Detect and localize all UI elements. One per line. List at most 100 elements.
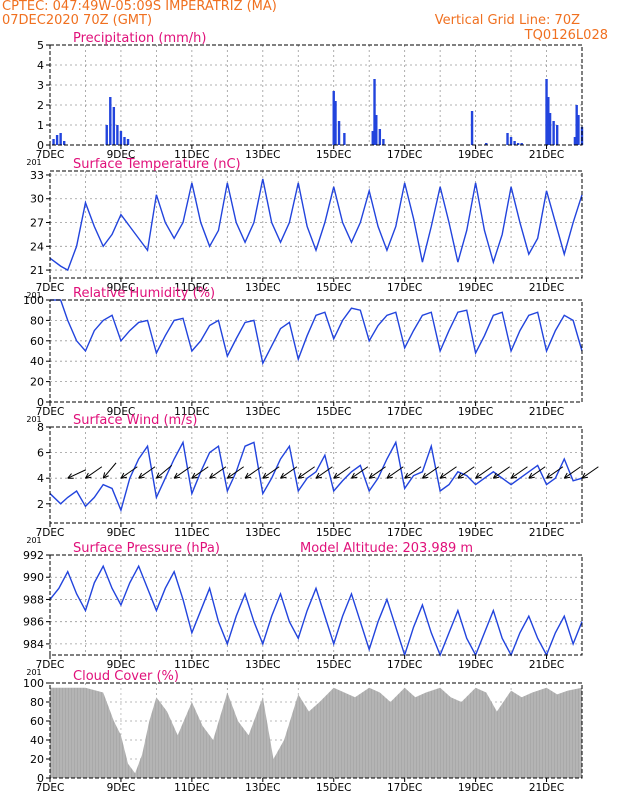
x-tick-label: 15DEC: [316, 149, 351, 161]
wind-arrow: [173, 466, 191, 479]
wind-arrow-head: [457, 472, 462, 479]
y-tick-label: 992: [23, 549, 44, 562]
x-tick-label: 17DEC: [387, 659, 422, 671]
x-tick-label: 21DEC: [529, 149, 564, 161]
panel-frame: [49, 426, 583, 524]
wind-arrow-head: [315, 476, 323, 479]
clipped-year-label: 201: [26, 668, 41, 677]
clipped-year-label: 201: [26, 536, 41, 545]
wind-arrow-head: [298, 476, 305, 479]
wind-arrow-head: [102, 472, 106, 479]
wind-arrow-head: [368, 472, 373, 479]
precip-bar: [105, 125, 108, 145]
wind-arrow-head: [457, 476, 464, 479]
x-tick-label: 11DEC: [174, 282, 209, 294]
y-tick-label: 0: [37, 139, 44, 152]
precip-bar: [378, 129, 382, 145]
wind-arrow: [404, 466, 422, 479]
y-tick-label: 100: [23, 294, 44, 307]
precip-bar: [382, 139, 385, 145]
wind-arrow: [546, 466, 564, 479]
x-tick-label: 17DEC: [387, 282, 422, 294]
wind-arrow-head: [351, 472, 355, 479]
panel-title: Surface Wind (m/s): [73, 413, 197, 428]
y-tick-label: 21: [30, 264, 44, 277]
precip-bar: [577, 115, 580, 145]
x-tick-label: 15DEC: [316, 782, 351, 794]
panel-frame: [49, 44, 583, 146]
wind-arrow-head: [475, 476, 482, 479]
wind-arrow-head: [528, 472, 533, 479]
y-tick-label: 24: [30, 240, 44, 253]
y-tick-label: 60: [30, 335, 44, 348]
x-tick-label: 21DEC: [529, 782, 564, 794]
wind-arrow: [457, 466, 475, 479]
y-tick-label: 27: [30, 217, 44, 230]
wind-arrow-head: [209, 472, 213, 479]
wind-arrow-head: [173, 472, 178, 479]
wind-arrow: [102, 462, 117, 479]
y-tick-label: 33: [30, 169, 44, 182]
run-time-header: 07DEC2020 70Z (GMT): [2, 13, 153, 28]
model-code-header: TQ0126L028: [524, 28, 608, 43]
wind-arrow-head: [138, 472, 143, 479]
wind-arrow: [227, 466, 245, 479]
wind-arrow-head: [120, 476, 127, 479]
panel-frame: [49, 170, 583, 279]
panel-frame: [49, 554, 583, 656]
wind-arrow-head: [404, 472, 409, 479]
x-tick-label: 15DEC: [316, 406, 351, 418]
precip-bar: [62, 141, 66, 145]
panel-title: Surface Temperature (nC): [73, 157, 241, 172]
precip-bar: [126, 139, 130, 145]
y-tick-label: 20: [30, 753, 44, 766]
wind-arrow-head: [227, 476, 234, 479]
wind-arrow: [156, 464, 173, 479]
y-tick-label: 80: [30, 314, 44, 327]
wind-arrow-head: [369, 476, 376, 479]
wind-arrow-head: [85, 472, 89, 479]
precip-bar: [337, 121, 341, 145]
x-tick-label: 9DEC: [107, 282, 136, 294]
x-tick-label: 21DEC: [529, 659, 564, 671]
wind-arrow-head: [280, 472, 284, 479]
panel-frame: [49, 299, 583, 403]
wind-arrow: [138, 466, 156, 479]
x-tick-label: 7DEC: [36, 282, 65, 294]
precip-bar: [116, 125, 119, 145]
wind-arrow-head: [102, 475, 109, 479]
wind-arrow-head: [563, 472, 568, 479]
precip-bar: [332, 91, 335, 145]
panel-4: [46, 426, 599, 527]
y-tick-label: 4: [37, 472, 44, 485]
x-tick-label: 7DEC: [36, 406, 65, 418]
wind-arrow-head: [510, 476, 518, 479]
precip-bar: [509, 137, 513, 145]
x-tick-label: 13DEC: [245, 406, 280, 418]
y-tick-label: 100: [23, 677, 44, 690]
y-tick-label: 984: [23, 638, 44, 651]
x-tick-label: 13DEC: [245, 659, 280, 671]
wind-arrow: [528, 466, 546, 479]
wind-arrow-head: [333, 476, 340, 479]
precip-bar: [516, 143, 520, 145]
wind-arrow-head: [244, 472, 249, 479]
wind-arrow: [351, 466, 369, 479]
y-tick-label: 0: [37, 772, 44, 785]
wind-arrow-head: [280, 476, 287, 479]
x-tick-label: 7DEC: [36, 782, 65, 794]
precip-bar: [580, 127, 584, 145]
x-tick-label: 19DEC: [458, 282, 493, 294]
clipped-year-label: 201: [26, 291, 41, 300]
wind-arrow-head: [528, 476, 535, 479]
wind-arrow: [333, 466, 351, 479]
wind-arrow: [67, 469, 87, 479]
wind-arrow-head: [174, 476, 181, 479]
station-header: CPTEC: 047:49W-05:09S IMPERATRIZ (MA): [2, 0, 277, 14]
x-tick-label: 13DEC: [245, 782, 280, 794]
wind-arrow-head: [226, 472, 231, 479]
panel-5: [46, 554, 583, 659]
precip-bar: [55, 135, 59, 145]
y-tick-label: 990: [23, 571, 44, 584]
x-tick-label: 21DEC: [529, 282, 564, 294]
